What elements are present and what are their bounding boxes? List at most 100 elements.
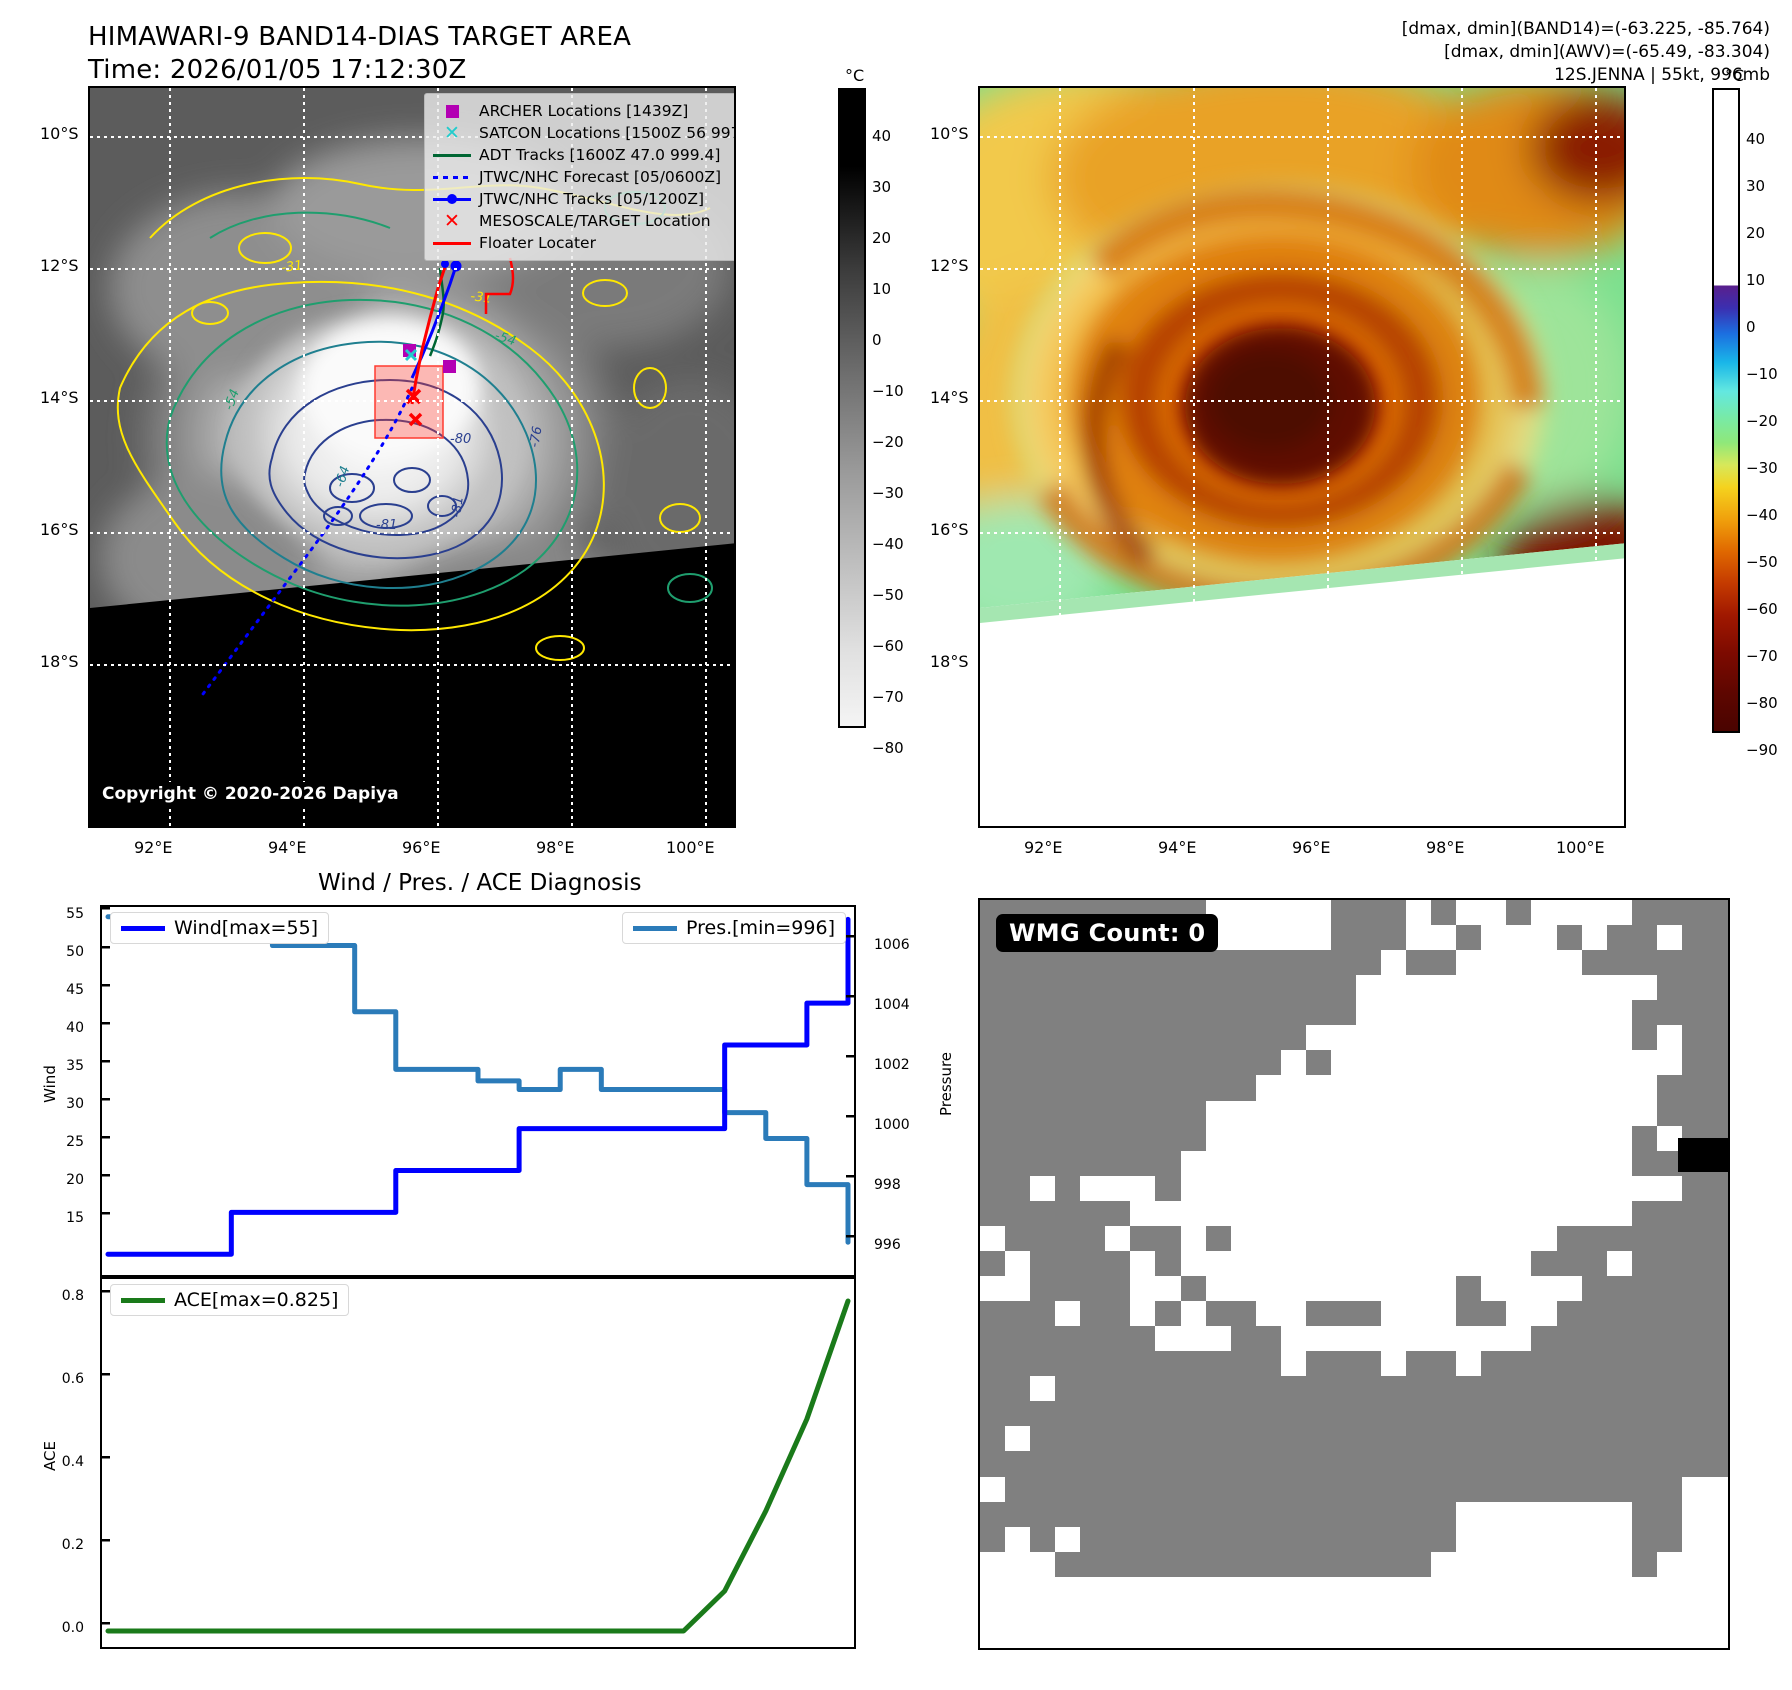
- wmg-cell: [1305, 1175, 1332, 1202]
- wmg-cell: [1080, 1626, 1106, 1648]
- wmg-cell: [1205, 1301, 1232, 1327]
- wmg-cell: [1581, 1401, 1608, 1427]
- pres-tick: 1004: [874, 997, 910, 1013]
- pressure-legend-swatch: [633, 925, 677, 931]
- wmg-cell: [980, 1626, 1006, 1648]
- wmg-cell: [1030, 1276, 1056, 1302]
- wmg-cell: [1381, 1075, 1407, 1102]
- wmg-cell: [1706, 1401, 1728, 1427]
- awv-map-panel[interactable]: [978, 86, 1626, 828]
- wmg-cell: [1080, 1476, 1106, 1503]
- wmg-cell: [1356, 1150, 1382, 1177]
- wmg-cell: [1305, 900, 1332, 926]
- wind-pressure-plot[interactable]: [100, 905, 856, 1277]
- pressure-legend: Pres.[min=996]: [622, 912, 846, 944]
- pres-tick: 1002: [874, 1057, 910, 1073]
- wmg-cell: [1205, 1351, 1232, 1377]
- legend-item: ARCHER Locations [1439Z]: [431, 100, 734, 122]
- wmg-cell: [1531, 1025, 1558, 1051]
- ir-cbtick: −70: [872, 688, 904, 706]
- wmg-cell: [1105, 1601, 1131, 1628]
- wmg-panel[interactable]: WMG Count: 0: [978, 898, 1730, 1650]
- wmg-cell: [1706, 1426, 1728, 1453]
- wmg-cell: [1280, 1100, 1307, 1127]
- wmg-cell: [1656, 1551, 1683, 1578]
- wmg-cell: [1180, 1501, 1207, 1528]
- wmg-cell: [1631, 1125, 1658, 1152]
- wmg-cell: [1531, 1326, 1558, 1352]
- wmg-cell: [980, 1301, 1006, 1327]
- wmg-cell: [1130, 1526, 1157, 1553]
- wmg-cell: [1481, 975, 1507, 1001]
- wmg-cell: [1631, 925, 1658, 951]
- wmg-cell: [1631, 1351, 1658, 1377]
- wmg-cell: [1356, 1200, 1382, 1227]
- mesoscale-track: [410, 263, 448, 405]
- legend-label: ARCHER Locations [1439Z]: [479, 102, 689, 120]
- wmg-cell: [1531, 1476, 1558, 1503]
- svg-text:-31: -31: [469, 289, 492, 307]
- wmg-cell: [1581, 1276, 1608, 1302]
- wmg-cell: [1706, 1601, 1728, 1628]
- axis-tick: [102, 946, 110, 949]
- wmg-cell: [980, 1150, 1006, 1177]
- ace-plot[interactable]: [100, 1277, 856, 1649]
- ir-gridline-lon: [571, 88, 573, 826]
- wmg-cell: [1631, 1601, 1658, 1628]
- wmg-cell: [1230, 1626, 1257, 1648]
- wmg-cell: [1330, 1601, 1357, 1628]
- wmg-cell: [1656, 950, 1683, 976]
- awv-gridline-lat: [980, 136, 1624, 138]
- wmg-cell: [1055, 1401, 1081, 1427]
- wmg-cell: [1706, 1526, 1728, 1553]
- ir-map-legend: ARCHER Locations [1439Z] ✕ SATCON Locati…: [424, 93, 734, 261]
- wmg-cell: [1556, 1125, 1583, 1152]
- wmg-cell: [1255, 1451, 1282, 1478]
- wmg-cell: [1381, 1501, 1407, 1528]
- wmg-cell: [1280, 925, 1307, 951]
- wmg-cell: [1381, 1225, 1407, 1252]
- wmg-cell: [1381, 1301, 1407, 1327]
- wmg-cell: [1280, 1276, 1307, 1302]
- wmg-cell: [1381, 1601, 1407, 1628]
- ir-cbtick: 0: [872, 331, 882, 349]
- wmg-cell: [1531, 925, 1558, 951]
- ir-cbtick: −20: [872, 433, 904, 451]
- wmg-cell: [1581, 1351, 1608, 1377]
- wmg-cell: [1506, 1301, 1533, 1327]
- wmg-cell: [1356, 1250, 1382, 1277]
- wmg-cell: [1105, 1250, 1131, 1277]
- wmg-cell: [1055, 1225, 1081, 1252]
- wmg-cell: [1406, 1125, 1432, 1152]
- wmg-cell: [1456, 1601, 1482, 1628]
- wind-ticks: 55 50 45 40 35 30 25 20 15: [40, 905, 96, 1277]
- wmg-cell: [1356, 1000, 1382, 1026]
- wmg-cell: [1255, 1476, 1282, 1503]
- wmg-cell: [1481, 1501, 1507, 1528]
- ir-cbtick: −60: [872, 637, 904, 655]
- axis-tick: [846, 995, 854, 998]
- wmg-cell: [1531, 1501, 1558, 1528]
- wmg-cell: [1080, 1401, 1106, 1427]
- wmg-cell: [1681, 1601, 1708, 1628]
- wmg-cell: [1556, 1401, 1583, 1427]
- wmg-cell: [1280, 1225, 1307, 1252]
- wmg-cell: [1581, 1025, 1608, 1051]
- wmg-cell: [1330, 1025, 1357, 1051]
- wmg-cell: [1506, 1125, 1533, 1152]
- wmg-cell: [1080, 1075, 1106, 1102]
- wmg-cell: [1330, 1626, 1357, 1648]
- wmg-cell: [1706, 1326, 1728, 1352]
- ir-map-panel[interactable]: -31 -31 -54 -54 -64 -64 -76 -80 -81 -81: [88, 86, 736, 828]
- wmg-cell: [1330, 1451, 1357, 1478]
- wmg-cell: [1005, 1025, 1031, 1051]
- page-timestamp: Time: 2026/01/05 17:12:30Z: [88, 55, 467, 85]
- wmg-cell: [1631, 1626, 1658, 1648]
- pressure-axis-label: Pressure: [937, 1051, 955, 1117]
- wmg-cell: [1456, 1501, 1482, 1528]
- svg-text:-54: -54: [222, 387, 243, 412]
- wmg-cell: [1055, 1075, 1081, 1102]
- wmg-cell: [1280, 1601, 1307, 1628]
- wmg-cell: [1080, 1376, 1106, 1402]
- wmg-cell: [1481, 1376, 1507, 1402]
